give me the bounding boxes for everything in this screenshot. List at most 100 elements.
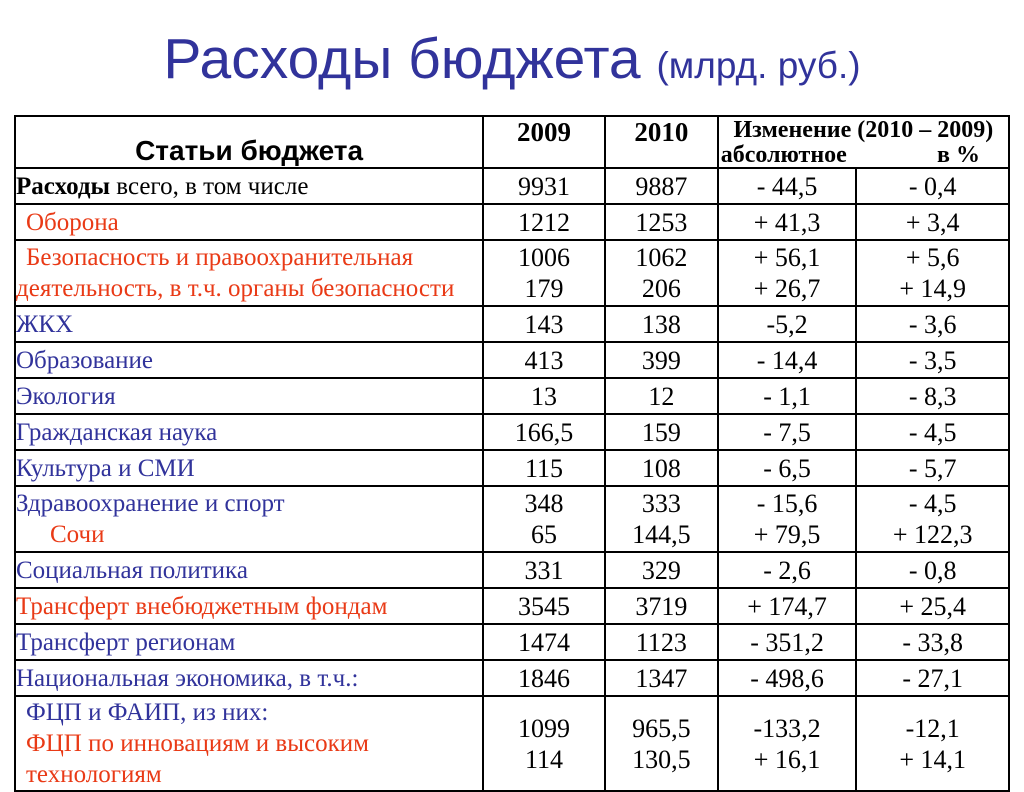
row-label: Оборона: [13, 203, 485, 241]
row-label: ФЦП и ФАИП, из них: ФЦП по инновациям и в…: [13, 695, 485, 792]
cell-change-absolute: - 44,5: [716, 167, 858, 205]
table-row: Гражданская наука 166,5 159- 7,5- 4,5: [13, 413, 1010, 451]
cell-2009: 1212: [482, 203, 606, 241]
table-row: Трансферт регионам 1474 1123- 351,2- 33,8: [13, 623, 1010, 661]
table-row: Национальная экономика, в т.ч.: 1846 1347-…: [13, 659, 1010, 697]
row-label-text: деятельность, в т.ч. органы безопасности: [16, 275, 455, 302]
cell-change-absolute: - 6,5: [716, 449, 858, 487]
cell-2010: 108: [603, 449, 719, 487]
cell-change-percent: - 3,5: [855, 341, 1010, 379]
header-change-absolute: абсолютное: [720, 142, 847, 168]
cell-change-percent: + 5,6 + 14,9: [855, 239, 1010, 307]
cell-2009: 1846: [482, 659, 606, 697]
cell-2009: 1099 114: [482, 695, 606, 792]
slide-title-main: Расходы бюджета: [163, 27, 657, 91]
row-label-text: Оборона: [26, 208, 119, 236]
table-row: ЖКХ 143 138 -5,2- 3,6: [13, 305, 1010, 343]
table-row: Экология 13 12- 1,1- 8,3: [13, 377, 1010, 415]
row-label-text: ЖКХ: [16, 310, 74, 338]
row-label: Трансферт внебюджетным фондам: [13, 587, 485, 625]
cell-2010: 3719: [603, 587, 719, 625]
cell-change-absolute: -5,2: [716, 305, 858, 343]
row-label-text: Социальная политика: [16, 556, 248, 584]
cell-change-absolute: - 1,1: [716, 377, 858, 415]
row-label-text: ФЦП по инновациям и высоким технологиям: [26, 730, 369, 788]
row-label-text: ФЦП и ФАИП, из них:: [26, 699, 269, 726]
table-row: Безопасность и правоохранительная деятель…: [13, 239, 1010, 307]
cell-change-percent: - 5,7: [855, 449, 1010, 487]
cell-2009: 143: [482, 305, 606, 343]
table-row: Культура и СМИ 115 108- 6,5- 5,7: [13, 449, 1010, 487]
table-row: Трансферт внебюджетным фондам 3545 3719 + 1…: [13, 587, 1010, 625]
cell-2009: 115: [482, 449, 606, 487]
cell-change-absolute: + 41,3: [716, 203, 858, 241]
row-label-text: Культура и СМИ: [16, 454, 195, 482]
row-label-text: Национальная экономика, в т.ч.:: [16, 664, 359, 692]
cell-change-absolute: - 2,6: [716, 551, 858, 589]
cell-2009: 1006 179: [482, 239, 606, 307]
cell-2010: 1347: [603, 659, 719, 697]
row-label: Национальная экономика, в т.ч.:: [13, 659, 485, 697]
cell-2010: 1253: [603, 203, 719, 241]
row-label-text: всего, в том числе: [110, 172, 309, 200]
cell-2010: 9887: [603, 167, 719, 205]
cell-2009: 1474: [482, 623, 606, 661]
cell-2010: 12: [603, 377, 719, 415]
table-row: Расходы всего, в том числе 9931 9887- 44,5…: [13, 167, 1010, 205]
row-label: Социальная политика: [13, 551, 485, 589]
row-label-text: Образование: [16, 346, 154, 374]
header-change-percent: в %: [937, 142, 980, 168]
cell-change-percent: + 25,4: [855, 587, 1010, 625]
row-label-text: Расходы: [16, 172, 111, 200]
row-label-text: Безопасность и правоохранительная: [26, 244, 414, 271]
cell-change-percent: - 33,8: [855, 623, 1010, 661]
table-row: Оборона 1212 1253 + 41,3 + 3,4: [13, 203, 1010, 241]
cell-2009: 9931: [482, 167, 606, 205]
slide-title-unit: (млрд. руб.): [656, 45, 861, 86]
cell-2010: 965,5 130,5: [603, 695, 719, 792]
row-label-text: Трансферт внебюджетным фондам: [16, 592, 388, 620]
table-row: Образование 413 399- 14,4- 3,5: [13, 341, 1010, 379]
cell-change-percent: - 27,1: [855, 659, 1010, 697]
cell-change-percent: + 3,4: [855, 203, 1010, 241]
row-label: ЖКХ: [13, 305, 485, 343]
cell-2009: 348 65: [482, 485, 606, 553]
cell-change-absolute: + 56,1 + 26,7: [716, 239, 858, 307]
cell-change-absolute: - 15,6 + 79,5: [716, 485, 858, 553]
row-label: Культура и СМИ: [13, 449, 485, 487]
cell-2010: 1062 206: [603, 239, 719, 307]
cell-change-percent: - 8,3: [855, 377, 1010, 415]
cell-2010: 333 144,5: [603, 485, 719, 553]
budget-table: Статьи бюджета 2009 2010 Изменение (2010…: [13, 115, 1011, 792]
table-row: ФЦП и ФАИП, из них: ФЦП по инновациям и в…: [13, 695, 1010, 792]
cell-2009: 13: [482, 377, 606, 415]
row-label: Экология: [13, 377, 485, 415]
cell-2010: 329: [603, 551, 719, 589]
row-label: Безопасность и правоохранительная деятель…: [13, 239, 485, 307]
table-row: Здравоохранение и спорт Сочи 348 65 333 144,5…: [13, 485, 1010, 553]
row-label-text: Здравоохранение и спорт: [16, 490, 285, 517]
cell-change-absolute: - 498,6: [716, 659, 858, 697]
cell-change-percent: - 4,5 + 122,3: [855, 485, 1010, 553]
cell-change-percent: - 3,6: [855, 305, 1010, 343]
header-change: Изменение (2010 – 2009) абсолютное в %: [716, 115, 1011, 169]
cell-2010: 399: [603, 341, 719, 379]
row-label: Образование: [13, 341, 485, 379]
cell-change-absolute: - 351,2: [716, 623, 858, 661]
cell-change-absolute: - 14,4: [716, 341, 858, 379]
header-budget-items: Статьи бюджета: [13, 115, 485, 169]
cell-2010: 138: [603, 305, 719, 343]
cell-change-absolute: + 174,7: [716, 587, 858, 625]
row-label-text: Гражданская наука: [16, 418, 218, 446]
header-year-2010: 2010: [603, 115, 719, 169]
cell-change-percent: - 0,4: [855, 167, 1010, 205]
row-label-text: Экология: [16, 382, 116, 410]
row-label: Гражданская наука: [13, 413, 485, 451]
header-row: Статьи бюджета 2009 2010 Изменение (2010…: [13, 115, 1011, 169]
table-row: Социальная политика 331 329- 2,6- 0,8: [13, 551, 1010, 589]
cell-2009: 413: [482, 341, 606, 379]
cell-change-percent: - 4,5: [855, 413, 1010, 451]
cell-change-absolute: - 7,5: [716, 413, 858, 451]
cell-change-percent: -12,1 + 14,1: [855, 695, 1010, 792]
header-change-title: Изменение (2010 – 2009): [733, 117, 994, 143]
